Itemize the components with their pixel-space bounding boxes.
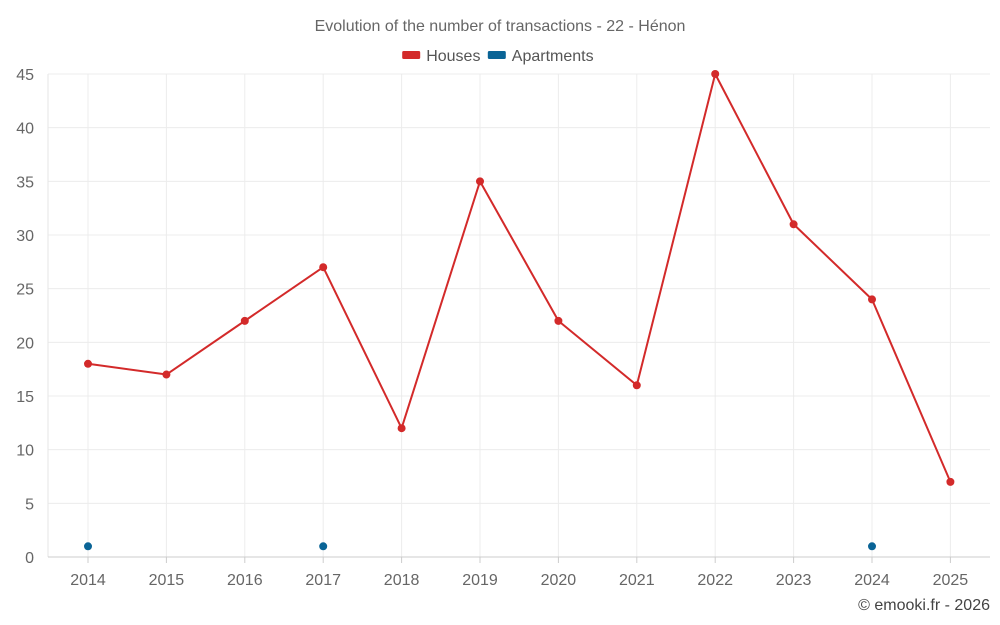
houses-point-2024[interactable] [868,295,876,304]
y-tick-label: 15 [16,389,34,406]
legend-swatch [487,51,506,59]
x-tick-label: 2017 [305,572,341,589]
houses-point-2025[interactable] [946,477,955,486]
x-tick-label: 2022 [697,572,733,589]
houses-point-2017[interactable] [319,263,328,272]
x-tick-label: 2021 [619,572,655,589]
y-tick-label: 25 [16,282,34,299]
x-tick-label: 2018 [384,572,420,589]
houses-point-2022[interactable] [711,70,720,78]
apartments-point-2017[interactable] [319,542,328,551]
houses-point-2021[interactable] [632,381,641,390]
apartments-point-2024[interactable] [868,542,876,551]
y-tick-label: 30 [16,228,34,245]
x-tick-label: 2014 [70,572,106,589]
x-tick-label: 2024 [854,572,890,589]
y-tick-label: 0 [25,550,34,567]
credit-text: © emooki.fr - 2026 [858,597,990,614]
grid [48,73,990,557]
apartments-point-2014[interactable] [84,542,92,551]
legend-label: Apartments [512,48,594,65]
y-tick-label: 40 [16,121,34,138]
series-houses [84,70,955,486]
houses-line [87,73,952,483]
series-layer [84,70,955,551]
x-tick-label: 2023 [776,572,812,589]
houses-point-2020[interactable] [554,316,563,325]
y-tick-label: 45 [16,67,34,84]
legend: Houses Apartments [402,48,594,65]
houses-point-2018[interactable] [397,424,406,433]
x-tick-label: 2015 [149,572,185,589]
y-tick-label: 20 [16,335,34,352]
series-apartments [84,542,876,551]
legend-label: Houses [426,48,480,65]
x-tick-label: 2019 [462,572,498,589]
x-tick-label: 2016 [227,572,263,589]
houses-point-2015[interactable] [162,370,171,379]
legend-item-houses[interactable]: Houses [402,48,480,65]
y-tick-label: 10 [16,443,34,460]
y-tick-label: 5 [25,496,34,513]
houses-point-2023[interactable] [789,220,798,229]
x-tick-label: 2025 [933,572,969,589]
houses-point-2014[interactable] [84,359,92,368]
y-tick-label: 35 [16,174,34,191]
houses-point-2016[interactable] [240,316,249,325]
houses-point-2019[interactable] [476,177,484,186]
chart-title: Evolution of the number of transactions … [315,18,686,35]
x-tick-label: 2020 [541,572,577,589]
legend-swatch [402,51,421,59]
legend-item-apartments[interactable]: Apartments [487,48,594,65]
